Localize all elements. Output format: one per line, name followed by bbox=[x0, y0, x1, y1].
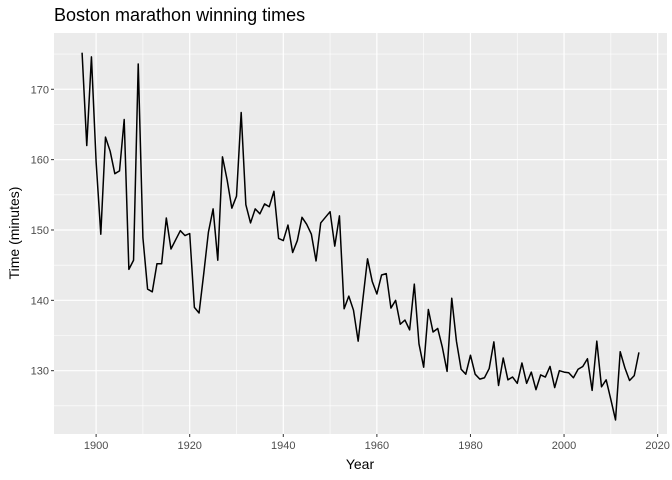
y-tick-label: 130 bbox=[31, 366, 49, 378]
y-tick-label: 140 bbox=[31, 295, 49, 307]
x-axis-ticks: 1900 1920 1940 1960 1980 2000 2020 bbox=[84, 434, 670, 452]
x-tick-label: 1900 bbox=[84, 440, 108, 452]
y-tick-label: 150 bbox=[31, 225, 49, 237]
winning-time-line bbox=[81, 52, 640, 421]
y-axis-title: Time (minutes) bbox=[6, 187, 22, 280]
y-tick-label: 170 bbox=[31, 84, 49, 96]
x-tick-label: 1920 bbox=[177, 440, 201, 452]
x-tick-label: 1980 bbox=[458, 440, 482, 452]
y-axis-ticks: 130 140 150 160 170 bbox=[31, 84, 54, 378]
chart-title: Boston marathon winning times bbox=[54, 5, 305, 25]
x-tick-label: 2020 bbox=[645, 440, 669, 452]
x-tick-label: 2000 bbox=[552, 440, 576, 452]
x-tick-label: 1960 bbox=[365, 440, 389, 452]
y-tick-label: 160 bbox=[31, 155, 49, 167]
x-axis-title: Year bbox=[346, 456, 375, 472]
x-tick-label: 1940 bbox=[271, 440, 295, 452]
plot-panel bbox=[54, 33, 667, 434]
